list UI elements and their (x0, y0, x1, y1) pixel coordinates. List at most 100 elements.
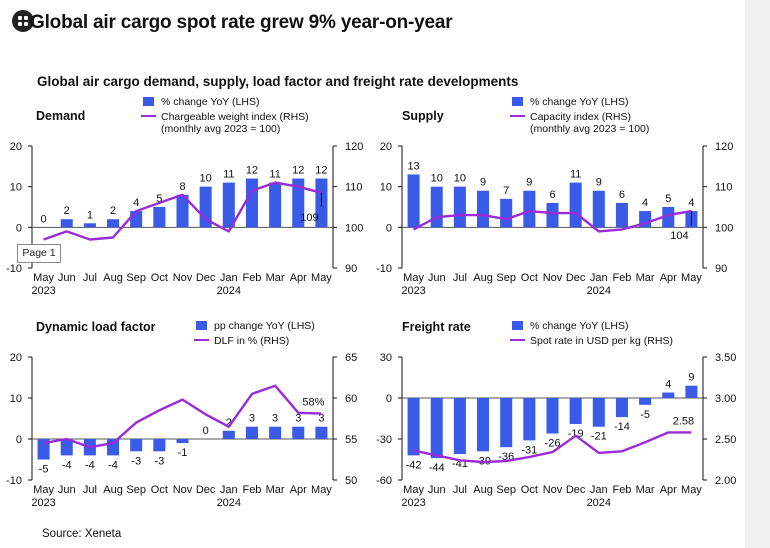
bar (130, 439, 143, 452)
category-label: Aug (473, 484, 493, 496)
category-label: Dec (196, 484, 216, 496)
chart-panel-3: Dynamic load factor pp change YoY (LHS) DL… (6, 320, 357, 509)
category-label: Feb (612, 272, 631, 284)
category-label: May (311, 484, 332, 496)
category-label: Jan (220, 484, 238, 496)
category-label: Sep (496, 484, 516, 496)
chart-panel-4: Freight rate % change YoY (LHS) Spot rate … (376, 320, 736, 509)
legend-bar-swatch (143, 97, 154, 106)
category-label: Jun (428, 484, 446, 496)
category-label: Sep (496, 272, 516, 284)
right-tick-label: 90 (715, 263, 727, 275)
menu-button[interactable] (12, 10, 34, 32)
bar (662, 392, 675, 398)
bar-value-label: -4 (62, 459, 72, 471)
left-tick-label: 20 (10, 141, 22, 153)
year-label: 2024 (217, 497, 241, 509)
page-margin (745, 0, 770, 548)
panel-title: Demand (36, 109, 85, 123)
category-label: Aug (103, 272, 123, 284)
legend: % change YoY (LHS) Spot rate in USD per k… (510, 320, 673, 347)
bar-value-label: 6 (549, 189, 555, 201)
bar-value-label: 9 (596, 177, 602, 189)
bar (222, 182, 235, 228)
category-label: Jun (428, 272, 446, 284)
bar-value-label: -44 (429, 462, 445, 474)
right-tick-label: 50 (345, 475, 357, 487)
bar (107, 439, 120, 456)
bar (292, 178, 305, 228)
bar (60, 439, 73, 456)
category-label: Jul (453, 484, 467, 496)
category-label: Jul (453, 272, 467, 284)
page-indicator[interactable]: Page 1 (17, 244, 61, 263)
line-end-label: 109 (300, 212, 318, 224)
left-tick-label: -10 (376, 263, 392, 275)
left-tick-label: -10 (6, 475, 22, 487)
category-label: Nov (173, 484, 193, 496)
legend-bar-swatch (196, 321, 207, 330)
right-tick-label: 120 (715, 141, 733, 153)
bar (407, 174, 420, 228)
bar-value-label: -14 (614, 421, 630, 433)
bar-value-label: -3 (131, 455, 141, 467)
left-tick-label: 30 (380, 352, 392, 364)
bar (500, 198, 513, 228)
bar (546, 202, 559, 228)
left-tick-label: 10 (10, 393, 22, 405)
bar (60, 219, 73, 228)
line-end-label: 2.58 (673, 415, 694, 427)
grid-icon (18, 16, 28, 26)
bar (407, 398, 420, 456)
bar-value-label: 0 (41, 213, 47, 225)
line-end-label: 58% (302, 397, 324, 409)
left-tick-label: -10 (6, 263, 22, 275)
year-label: 2023 (401, 285, 425, 297)
bar (153, 207, 166, 228)
left-tick-label: 0 (386, 222, 392, 234)
right-tick-label: 2.00 (715, 475, 736, 487)
category-label: May (311, 272, 332, 284)
bar-value-label: -26 (545, 438, 561, 450)
bar (176, 439, 189, 444)
bar (569, 398, 582, 424)
bar-value-label: 8 (179, 181, 185, 193)
bar (500, 398, 513, 448)
bar (83, 223, 96, 228)
bar-value-label: 10 (200, 173, 212, 185)
legend: % change YoY (LHS) Chargeable weight inde… (141, 96, 309, 135)
left-tick-label: -60 (376, 475, 392, 487)
bar-value-label: -5 (39, 464, 49, 476)
bar (453, 186, 466, 228)
bar-value-label: 12 (292, 165, 304, 177)
bar (477, 190, 490, 228)
category-label: Feb (612, 484, 631, 496)
right-tick-label: 110 (345, 182, 363, 194)
bar (592, 398, 605, 427)
left-tick-label: 20 (10, 352, 22, 364)
category-label: Apr (290, 484, 307, 496)
legend-entry-bars: pp change YoY (LHS) (214, 320, 315, 332)
bar (430, 398, 443, 459)
category-label: Oct (521, 484, 538, 496)
bar-value-label: -21 (591, 431, 607, 443)
legend: pp change YoY (LHS) DLF in % (RHS) (194, 320, 315, 347)
category-label: Apr (290, 272, 307, 284)
bar (245, 426, 258, 439)
right-tick-label: 100 (715, 222, 733, 234)
bar (569, 182, 582, 228)
category-label: Oct (151, 484, 168, 496)
legend-entry-line: Chargeable weight index (RHS) (161, 111, 309, 123)
bar-value-label: 4 (133, 197, 139, 209)
category-label: Dec (566, 272, 586, 284)
bar (245, 178, 258, 228)
right-tick-label: 60 (345, 393, 357, 405)
right-tick-label: 90 (345, 263, 357, 275)
bar-value-label: 2 (110, 205, 116, 217)
category-label: Aug (473, 272, 493, 284)
right-tick-label: 100 (345, 222, 363, 234)
bar-value-label: 4 (665, 379, 671, 391)
category-label: May (33, 272, 54, 284)
panel-title: Freight rate (402, 320, 471, 334)
